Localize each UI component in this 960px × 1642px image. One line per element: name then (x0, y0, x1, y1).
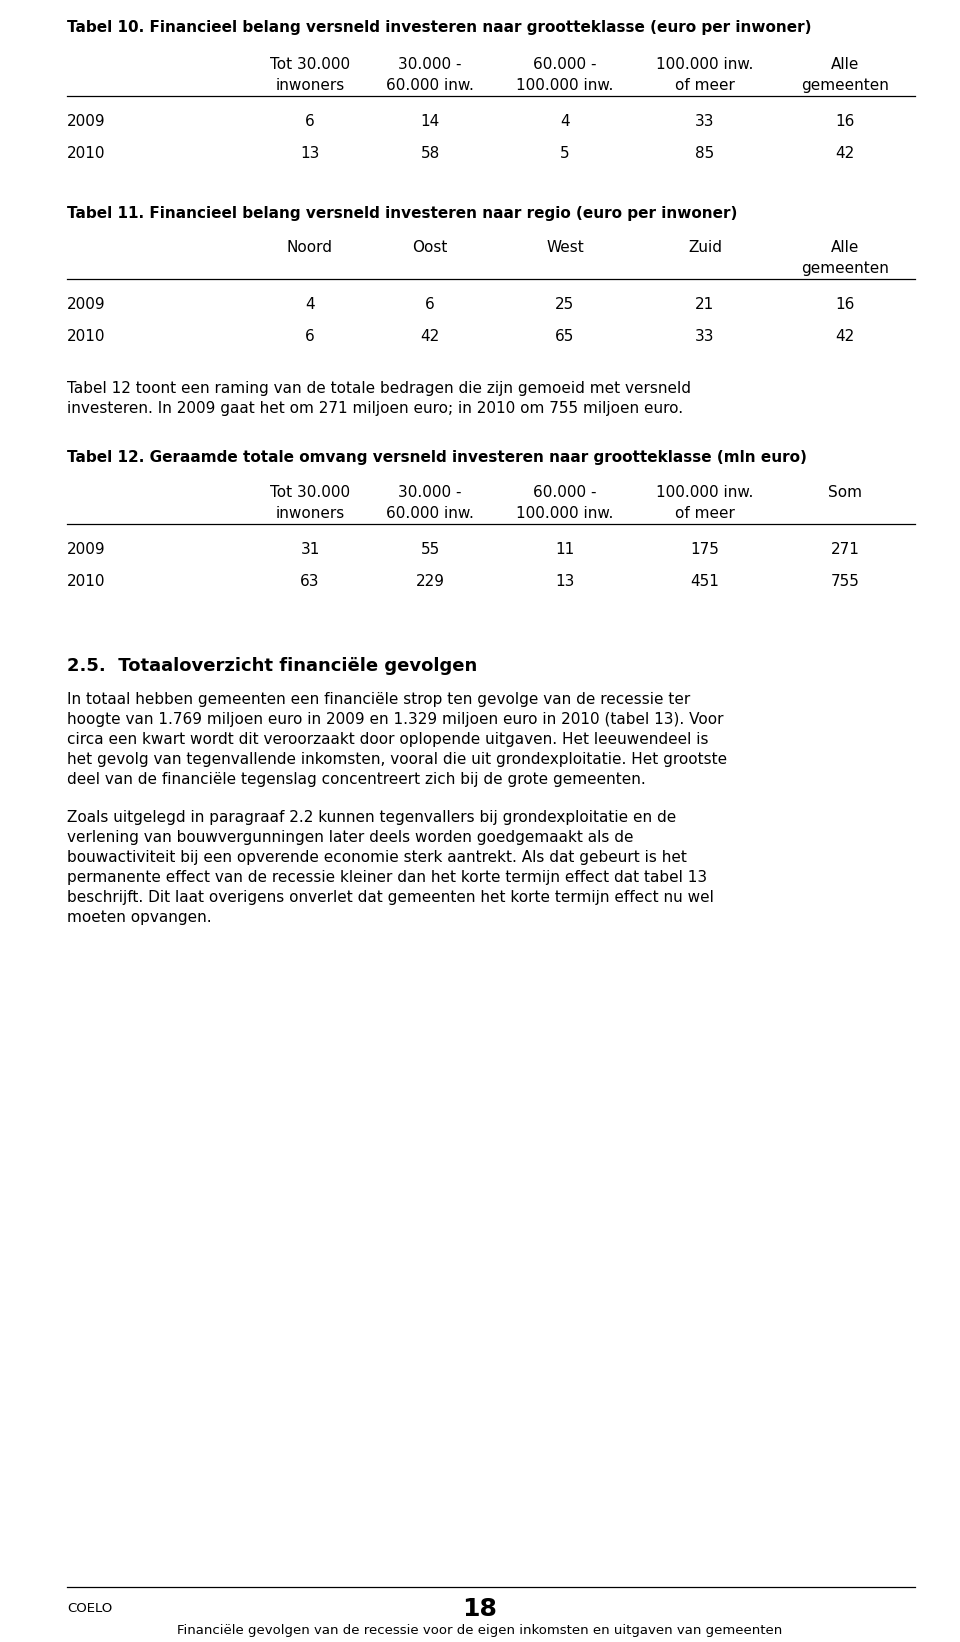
Text: 30.000 -: 30.000 - (398, 57, 462, 72)
Text: inwoners: inwoners (276, 79, 345, 94)
Text: 6: 6 (305, 328, 315, 345)
Text: Oost: Oost (412, 240, 447, 255)
Text: 271: 271 (830, 542, 859, 557)
Text: inwoners: inwoners (276, 506, 345, 521)
Text: Financiële gevolgen van de recessie voor de eigen inkomsten en uitgaven van geme: Financiële gevolgen van de recessie voor… (178, 1624, 782, 1637)
Text: 60.000 inw.: 60.000 inw. (386, 79, 474, 94)
Text: 25: 25 (556, 297, 575, 312)
Text: 100.000 inw.: 100.000 inw. (516, 506, 613, 521)
Text: 14: 14 (420, 113, 440, 130)
Text: 2009: 2009 (67, 542, 106, 557)
Text: 4: 4 (561, 113, 570, 130)
Text: Alle: Alle (830, 57, 859, 72)
Text: 11: 11 (556, 542, 575, 557)
Text: investeren. In 2009 gaat het om 271 miljoen euro; in 2010 om 755 miljoen euro.: investeren. In 2009 gaat het om 271 milj… (67, 401, 684, 415)
Text: Zuid: Zuid (688, 240, 722, 255)
Text: 30.000 -: 30.000 - (398, 484, 462, 501)
Text: circa een kwart wordt dit veroorzaakt door oplopende uitgaven. Het leeuwendeel i: circa een kwart wordt dit veroorzaakt do… (67, 732, 708, 747)
Text: 175: 175 (690, 542, 719, 557)
Text: 2010: 2010 (67, 146, 106, 161)
Text: 6: 6 (425, 297, 435, 312)
Text: 2.5.  Totaaloverzicht financiële gevolgen: 2.5. Totaaloverzicht financiële gevolgen (67, 657, 477, 675)
Text: 5: 5 (561, 146, 570, 161)
Text: Tabel 11. Financieel belang versneld investeren naar regio (euro per inwoner): Tabel 11. Financieel belang versneld inv… (67, 205, 737, 222)
Text: 42: 42 (835, 146, 854, 161)
Text: 65: 65 (555, 328, 575, 345)
Text: 451: 451 (690, 575, 719, 589)
Text: COELO: COELO (67, 1603, 112, 1616)
Text: moeten opvangen.: moeten opvangen. (67, 910, 211, 924)
Text: 55: 55 (420, 542, 440, 557)
Text: 85: 85 (695, 146, 714, 161)
Text: 100.000 inw.: 100.000 inw. (657, 57, 754, 72)
Text: In totaal hebben gemeenten een financiële strop ten gevolge van de recessie ter: In totaal hebben gemeenten een financiël… (67, 691, 690, 708)
Text: 42: 42 (420, 328, 440, 345)
Text: of meer: of meer (675, 506, 735, 521)
Text: gemeenten: gemeenten (801, 79, 889, 94)
Text: 2010: 2010 (67, 575, 106, 589)
Text: 2009: 2009 (67, 297, 106, 312)
Text: het gevolg van tegenvallende inkomsten, vooral die uit grondexploitatie. Het gro: het gevolg van tegenvallende inkomsten, … (67, 752, 727, 767)
Text: verlening van bouwvergunningen later deels worden goedgemaakt als de: verlening van bouwvergunningen later dee… (67, 829, 634, 846)
Text: 2010: 2010 (67, 328, 106, 345)
Text: 60.000 -: 60.000 - (533, 57, 597, 72)
Text: 13: 13 (300, 146, 320, 161)
Text: hoogte van 1.769 miljoen euro in 2009 en 1.329 miljoen euro in 2010 (tabel 13). : hoogte van 1.769 miljoen euro in 2009 en… (67, 713, 724, 727)
Text: bouwactiviteit bij een opverende economie sterk aantrekt. Als dat gebeurt is het: bouwactiviteit bij een opverende economi… (67, 851, 686, 865)
Text: Tot 30.000: Tot 30.000 (270, 57, 350, 72)
Text: 42: 42 (835, 328, 854, 345)
Text: 31: 31 (300, 542, 320, 557)
Text: gemeenten: gemeenten (801, 261, 889, 276)
Text: 33: 33 (695, 113, 715, 130)
Text: 100.000 inw.: 100.000 inw. (516, 79, 613, 94)
Text: 60.000 inw.: 60.000 inw. (386, 506, 474, 521)
Text: Tabel 10. Financieel belang versneld investeren naar grootteklasse (euro per inw: Tabel 10. Financieel belang versneld inv… (67, 20, 811, 34)
Text: Zoals uitgelegd in paragraaf 2.2 kunnen tegenvallers bij grondexploitatie en de: Zoals uitgelegd in paragraaf 2.2 kunnen … (67, 810, 676, 824)
Text: Tabel 12 toont een raming van de totale bedragen die zijn gemoeid met versneld: Tabel 12 toont een raming van de totale … (67, 381, 691, 396)
Text: 100.000 inw.: 100.000 inw. (657, 484, 754, 501)
Text: 63: 63 (300, 575, 320, 589)
Text: 13: 13 (555, 575, 575, 589)
Text: Noord: Noord (287, 240, 333, 255)
Text: 58: 58 (420, 146, 440, 161)
Text: Tot 30.000: Tot 30.000 (270, 484, 350, 501)
Text: 4: 4 (305, 297, 315, 312)
Text: 18: 18 (463, 1598, 497, 1621)
Text: of meer: of meer (675, 79, 735, 94)
Text: permanente effect van de recessie kleiner dan het korte termijn effect dat tabel: permanente effect van de recessie kleine… (67, 870, 708, 885)
Text: 2009: 2009 (67, 113, 106, 130)
Text: 755: 755 (830, 575, 859, 589)
Text: 60.000 -: 60.000 - (533, 484, 597, 501)
Text: 6: 6 (305, 113, 315, 130)
Text: Alle: Alle (830, 240, 859, 255)
Text: 21: 21 (695, 297, 714, 312)
Text: West: West (546, 240, 584, 255)
Text: 16: 16 (835, 297, 854, 312)
Text: 229: 229 (416, 575, 444, 589)
Text: Som: Som (828, 484, 862, 501)
Text: Tabel 12. Geraamde totale omvang versneld investeren naar grootteklasse (mln eur: Tabel 12. Geraamde totale omvang versnel… (67, 450, 806, 465)
Text: 16: 16 (835, 113, 854, 130)
Text: beschrijft. Dit laat overigens onverlet dat gemeenten het korte termijn effect n: beschrijft. Dit laat overigens onverlet … (67, 890, 714, 905)
Text: deel van de financiële tegenslag concentreert zich bij de grote gemeenten.: deel van de financiële tegenslag concent… (67, 772, 646, 787)
Text: 33: 33 (695, 328, 715, 345)
